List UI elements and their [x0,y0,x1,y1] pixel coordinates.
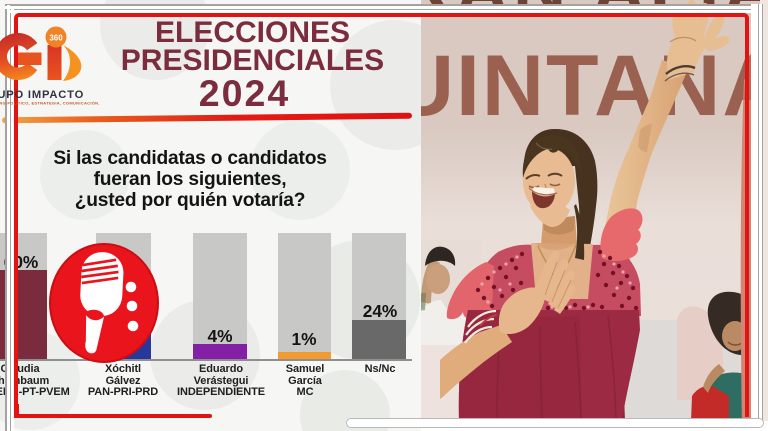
svg-text:360: 360 [49,34,63,43]
svg-text:GRUPO IMPACTO: GRUPO IMPACTO [0,89,84,101]
svg-text:QUINTANA: QUINTANA [421,38,768,134]
svg-text:MARKETING POLÍTICO, ESTRATEGIA: MARKETING POLÍTICO, ESTRATEGIA, COMUNICA… [0,101,100,106]
